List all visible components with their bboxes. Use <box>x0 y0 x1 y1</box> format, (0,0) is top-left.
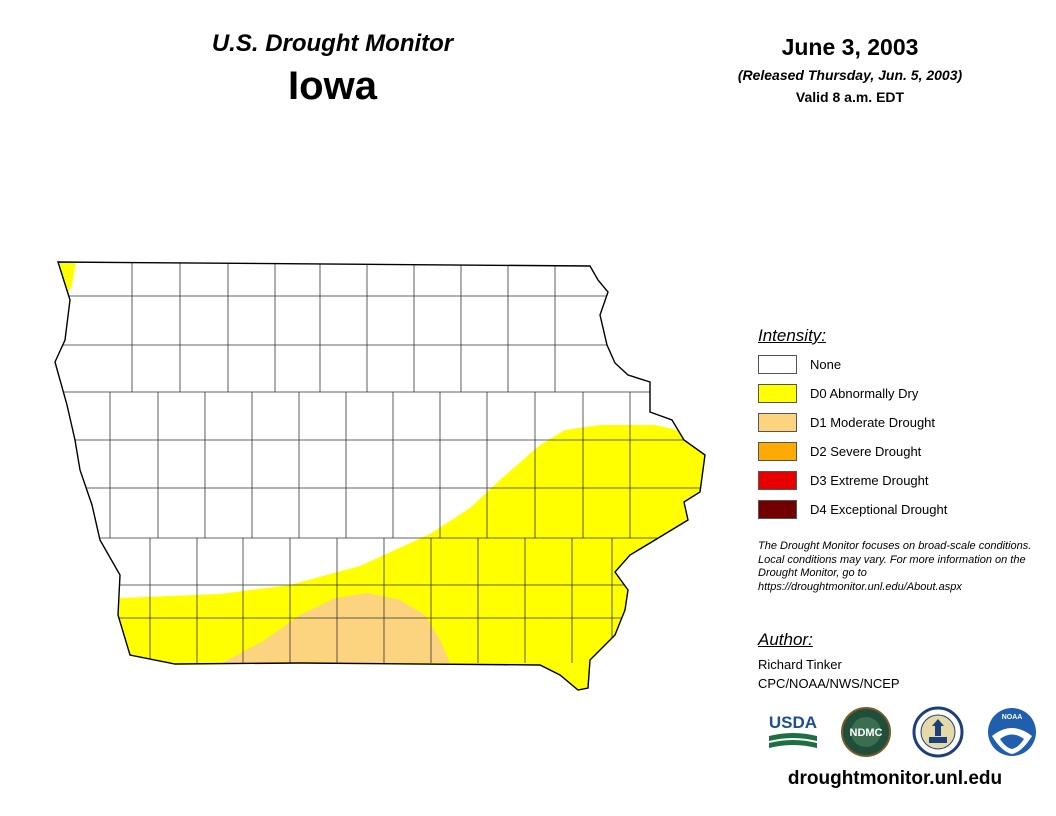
legend-label: D0 Abnormally Dry <box>810 386 919 401</box>
author-name: Richard Tinker <box>758 657 842 672</box>
legend-label: D4 Exceptional Drought <box>810 502 948 517</box>
noaa-logo-text: NOAA <box>1002 714 1023 721</box>
legend-label: D3 Extreme Drought <box>810 473 929 488</box>
d1-area-south-central <box>222 593 450 663</box>
legend-label: D2 Severe Drought <box>810 444 922 459</box>
legend-swatch <box>758 384 797 403</box>
doc-logo <box>912 706 964 758</box>
legend-swatch <box>758 500 797 519</box>
noaa-logo: NOAA <box>988 708 1036 756</box>
legend-swatch <box>758 471 797 490</box>
author-org: CPC/NOAA/NWS/NCEP <box>758 676 900 691</box>
map-date: June 3, 2003 <box>781 34 919 60</box>
state-title: Iowa <box>288 64 377 108</box>
legend-swatch <box>758 355 797 374</box>
ndmc-logo-text: NDMC <box>850 727 883 739</box>
monitor-title: U.S. Drought Monitor <box>211 30 454 57</box>
drought-monitor-note: The Drought Monitor focuses on broad-sca… <box>758 540 1032 593</box>
legend-label: D1 Moderate Drought <box>810 415 936 430</box>
ndmc-logo: NDMC <box>841 707 891 757</box>
legend-title: Intensity: <box>758 326 827 345</box>
author-title: Author: <box>758 630 813 649</box>
county-boundaries <box>55 262 705 663</box>
legend-swatch <box>758 442 797 461</box>
website-link[interactable]: droughtmonitor.unl.edu <box>787 768 1003 789</box>
legend-swatch <box>758 413 797 432</box>
usda-logo: USDA <box>769 713 817 748</box>
iowa-state-outline <box>54 261 706 691</box>
usda-logo-text: USDA <box>769 713 817 732</box>
release-date: (Released Thursday, Jun. 5, 2003) <box>737 67 963 83</box>
legend-label: None <box>810 357 842 372</box>
valid-time: Valid 8 a.m. EDT <box>795 89 905 105</box>
